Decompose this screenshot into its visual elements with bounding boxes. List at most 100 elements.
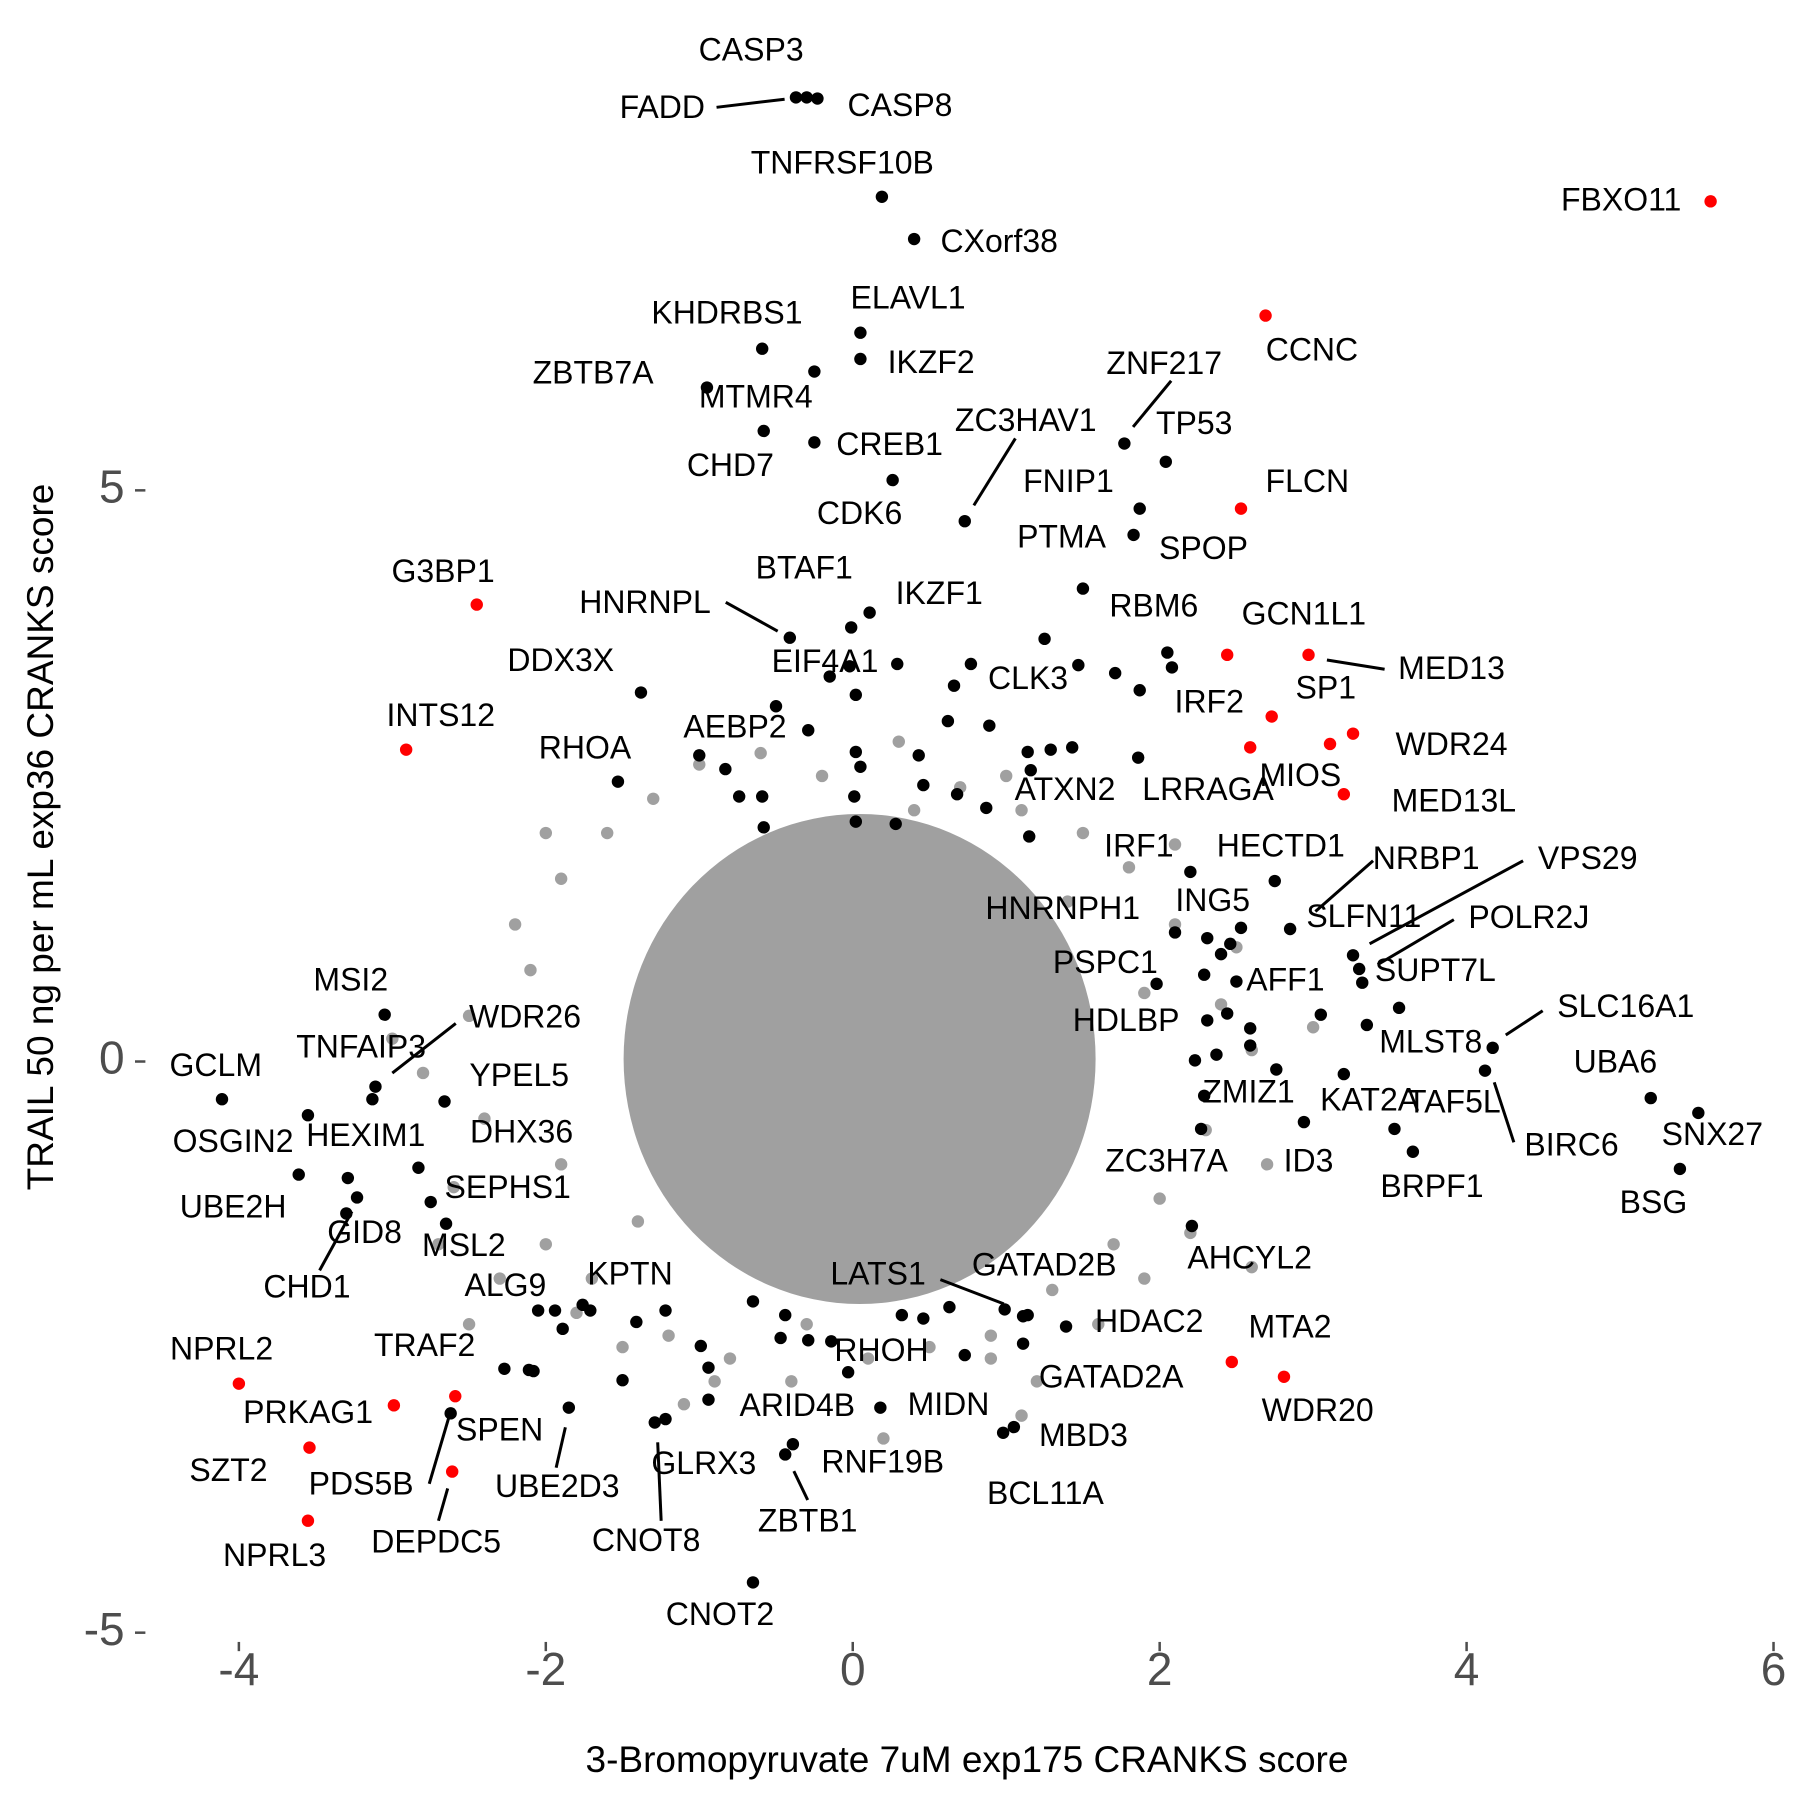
point-label: ELAVL1 <box>851 279 966 315</box>
x-tick-label: 4 <box>1454 1643 1480 1695</box>
x-tick-label: 6 <box>1761 1643 1787 1695</box>
point <box>694 1339 708 1353</box>
point <box>1016 1337 1030 1350</box>
point <box>845 621 858 634</box>
point <box>1046 1283 1059 1297</box>
point <box>432 1238 445 1251</box>
point-label: UBA6 <box>1574 1043 1658 1079</box>
point-label: BIRC6 <box>1524 1126 1618 1162</box>
point <box>1392 1001 1406 1015</box>
point <box>548 1304 562 1317</box>
point <box>1268 874 1281 888</box>
point-label: DEPDC5 <box>371 1523 501 1559</box>
point-label: DHX36 <box>470 1114 573 1150</box>
leader-line <box>437 1488 450 1522</box>
point <box>399 743 413 756</box>
point <box>863 606 876 619</box>
point <box>341 1171 355 1185</box>
point-label: DDX3X <box>507 642 614 678</box>
point <box>746 1295 760 1308</box>
point <box>1150 977 1163 991</box>
point <box>1224 937 1237 951</box>
point-label: UBE2H <box>180 1189 287 1225</box>
point <box>1201 1014 1214 1027</box>
leader-line <box>554 1426 567 1469</box>
point <box>1007 1420 1021 1434</box>
point <box>808 436 821 449</box>
point <box>616 1340 629 1354</box>
point <box>462 1318 476 1331</box>
point <box>1197 1089 1211 1102</box>
point-label: IRF2 <box>1175 683 1244 719</box>
point <box>917 1312 930 1325</box>
point <box>1122 861 1136 874</box>
y-tick-label: -5 <box>84 1603 125 1655</box>
point-label: MTA2 <box>1249 1309 1332 1345</box>
point <box>1118 437 1131 450</box>
point-label: GID8 <box>327 1214 402 1250</box>
point-label: GCLM <box>170 1047 262 1083</box>
point <box>1133 684 1146 697</box>
point <box>1692 1106 1705 1120</box>
point-label: SEPHS1 <box>445 1169 571 1205</box>
point <box>702 1361 715 1374</box>
point-label: BTAF1 <box>756 549 853 585</box>
point <box>447 1180 460 1194</box>
point-label: GATAD2B <box>972 1246 1117 1282</box>
point-label: CASP8 <box>848 87 953 123</box>
point <box>849 688 863 702</box>
point <box>1015 1409 1028 1422</box>
point <box>854 760 867 773</box>
point-label: FBXO11 <box>1561 181 1681 217</box>
point-label: GLRX3 <box>651 1445 756 1481</box>
point <box>802 724 815 737</box>
point <box>854 352 867 366</box>
point-label: YPEL5 <box>469 1057 569 1093</box>
point <box>1673 1162 1687 1176</box>
point <box>892 735 905 748</box>
point <box>340 1207 353 1220</box>
point-label: HEXIM1 <box>306 1117 425 1153</box>
point <box>811 92 824 105</box>
point-label: CHD7 <box>687 447 774 483</box>
point <box>462 1009 476 1023</box>
point <box>1201 931 1214 945</box>
point <box>1260 1158 1274 1171</box>
point <box>531 1304 545 1317</box>
point <box>907 804 921 817</box>
point <box>779 1308 792 1322</box>
point <box>755 342 769 355</box>
point-label: KPTN <box>587 1256 672 1292</box>
point <box>958 1348 971 1362</box>
point <box>841 1366 855 1379</box>
point <box>1644 1091 1657 1105</box>
point-label: BSG <box>1620 1184 1688 1220</box>
point-label: RBM6 <box>1109 588 1198 624</box>
point-label: LATS1 <box>830 1256 925 1292</box>
point <box>849 815 863 828</box>
point <box>964 657 978 671</box>
point-label: MSI2 <box>313 961 388 997</box>
point <box>802 1334 815 1347</box>
point <box>980 801 993 815</box>
point-label: IRF1 <box>1104 828 1173 864</box>
point <box>1302 648 1315 662</box>
point <box>303 1441 316 1454</box>
point <box>723 1352 737 1365</box>
point <box>943 1300 956 1314</box>
point <box>1323 737 1337 751</box>
point-label: MIOS <box>1259 757 1341 793</box>
point <box>1225 1355 1238 1369</box>
point <box>789 91 803 104</box>
point-label: WDR20 <box>1262 1392 1374 1428</box>
point <box>950 788 964 801</box>
point <box>1234 921 1248 935</box>
point-label: HECTD1 <box>1217 828 1345 864</box>
point <box>800 1318 813 1331</box>
point <box>554 1158 568 1171</box>
point <box>662 1329 675 1342</box>
x-tick-label: 2 <box>1147 1643 1173 1695</box>
point <box>815 769 829 783</box>
point-label: SPOP <box>1159 530 1248 566</box>
leader-line <box>427 1413 452 1485</box>
